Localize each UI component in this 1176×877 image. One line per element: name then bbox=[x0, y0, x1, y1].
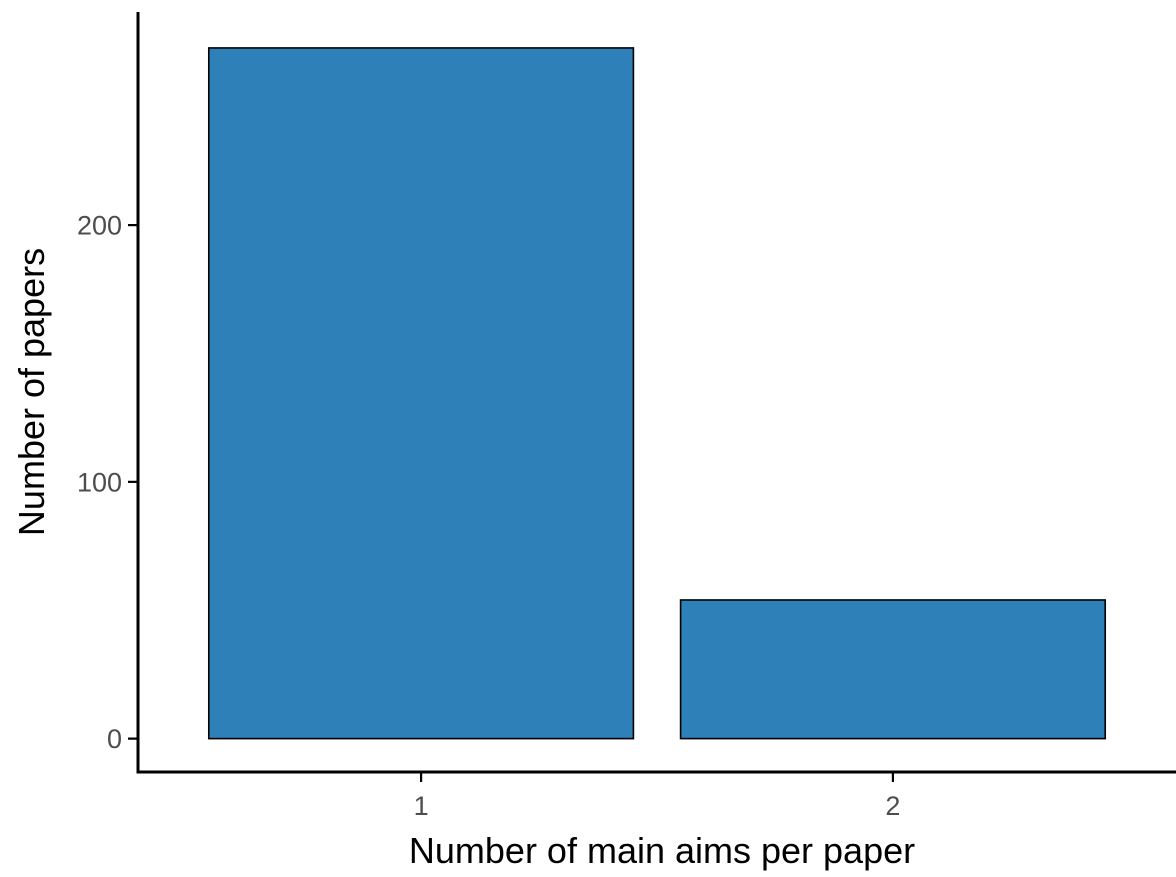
y-axis-ticks: 0 100 200 bbox=[77, 211, 138, 754]
x-tick-label: 1 bbox=[414, 791, 429, 821]
bars-group bbox=[207, 47, 1107, 740]
x-tick-label: 2 bbox=[885, 791, 900, 821]
y-axis-title: Number of papers bbox=[11, 248, 52, 536]
x-axis-title: Number of main aims per paper bbox=[409, 830, 915, 871]
bar-2 bbox=[679, 599, 1107, 740]
y-tick-label: 100 bbox=[77, 467, 122, 497]
y-tick-label: 200 bbox=[77, 211, 122, 241]
bar-1 bbox=[207, 47, 635, 740]
y-tick-label: 0 bbox=[107, 724, 122, 754]
